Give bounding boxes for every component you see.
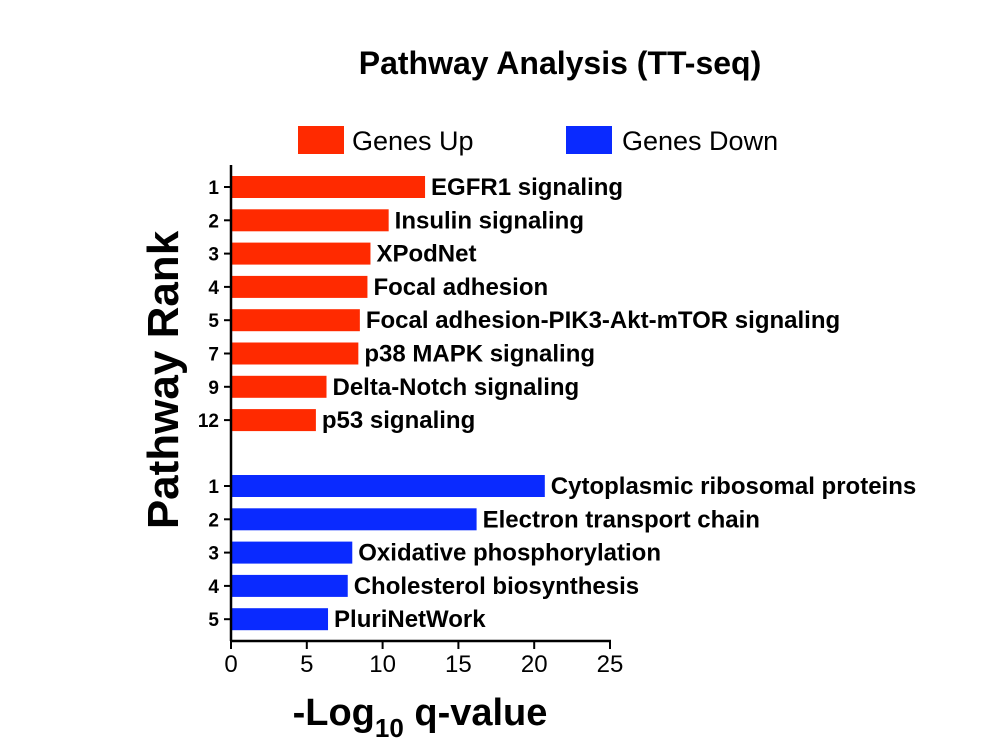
legend-swatch-genes-down (566, 126, 612, 154)
bar-genes-up (231, 375, 327, 398)
rank-label: 1 (208, 477, 219, 498)
rank-label: 3 (208, 544, 219, 565)
legend-swatch-genes-up (298, 126, 344, 154)
rank-label: 9 (208, 378, 219, 399)
rank-label: 1 (208, 178, 219, 199)
bar-genes-down (231, 541, 353, 564)
rank-label: 12 (198, 411, 219, 432)
x-axis-label-suffix: q-value (404, 692, 548, 734)
x-tick-label: 10 (369, 651, 396, 678)
bar-label: p38 MAPK signaling (364, 341, 595, 368)
y-axis-label: Pathway Rank (139, 230, 188, 529)
bar-label: PluriNetWork (334, 606, 486, 633)
bar-label: EGFR1 signaling (431, 174, 623, 201)
bar-genes-up (231, 409, 316, 432)
bar-genes-up (231, 209, 389, 232)
bar-label: Delta-Notch signaling (333, 374, 580, 401)
bar-label: Electron transport chain (483, 506, 760, 533)
bar-label: Insulin signaling (395, 207, 584, 234)
rank-label: 5 (208, 311, 219, 332)
rank-label: 3 (208, 245, 219, 266)
bar-label: Cytoplasmic ribosomal proteins (551, 473, 916, 500)
x-tick-label: 0 (224, 651, 237, 678)
bar-genes-down (231, 608, 329, 631)
bar-genes-up (231, 275, 368, 298)
x-axis-label-prefix: -Log (293, 692, 375, 734)
bar-genes-up (231, 342, 359, 365)
chart-title: Pathway Analysis (TT-seq) (359, 45, 761, 81)
legend-label-genes-down: Genes Down (622, 126, 778, 156)
bar-label: Cholesterol biosynthesis (354, 573, 639, 600)
bar-label: Oxidative phosphorylation (358, 540, 661, 567)
rank-label: 7 (208, 345, 219, 366)
bar-genes-up (231, 242, 371, 265)
bar-label: p53 signaling (322, 407, 475, 434)
x-axis-label: -Log10 q-value (293, 692, 548, 743)
rank-label: 4 (208, 278, 219, 299)
rank-label: 4 (208, 577, 219, 598)
x-tick-label: 20 (521, 651, 548, 678)
legend-label-genes-up: Genes Up (352, 126, 474, 156)
x-tick-label: 25 (597, 651, 624, 678)
x-tick-label: 15 (445, 651, 472, 678)
bar-genes-down (231, 508, 477, 531)
bar-label: XPodNet (376, 241, 476, 268)
x-axis-label-subscript: 10 (375, 713, 404, 743)
bar-genes-up (231, 176, 426, 198)
bar-genes-down (231, 475, 545, 497)
bar-genes-down (231, 574, 348, 597)
bar-label: Focal adhesion (373, 274, 548, 301)
rank-label: 2 (208, 510, 219, 531)
legend: Genes Up Genes Down (298, 126, 778, 156)
bar-label: Focal adhesion-PIK3-Akt-mTOR signaling (366, 307, 840, 334)
bars-group: EGFR1 signaling Insulin signaling XPodNet F… (231, 174, 916, 633)
rank-label: 5 (208, 610, 219, 631)
bar-genes-up (231, 309, 360, 332)
rank-label: 2 (208, 211, 219, 232)
x-tick-label: 5 (300, 651, 313, 678)
